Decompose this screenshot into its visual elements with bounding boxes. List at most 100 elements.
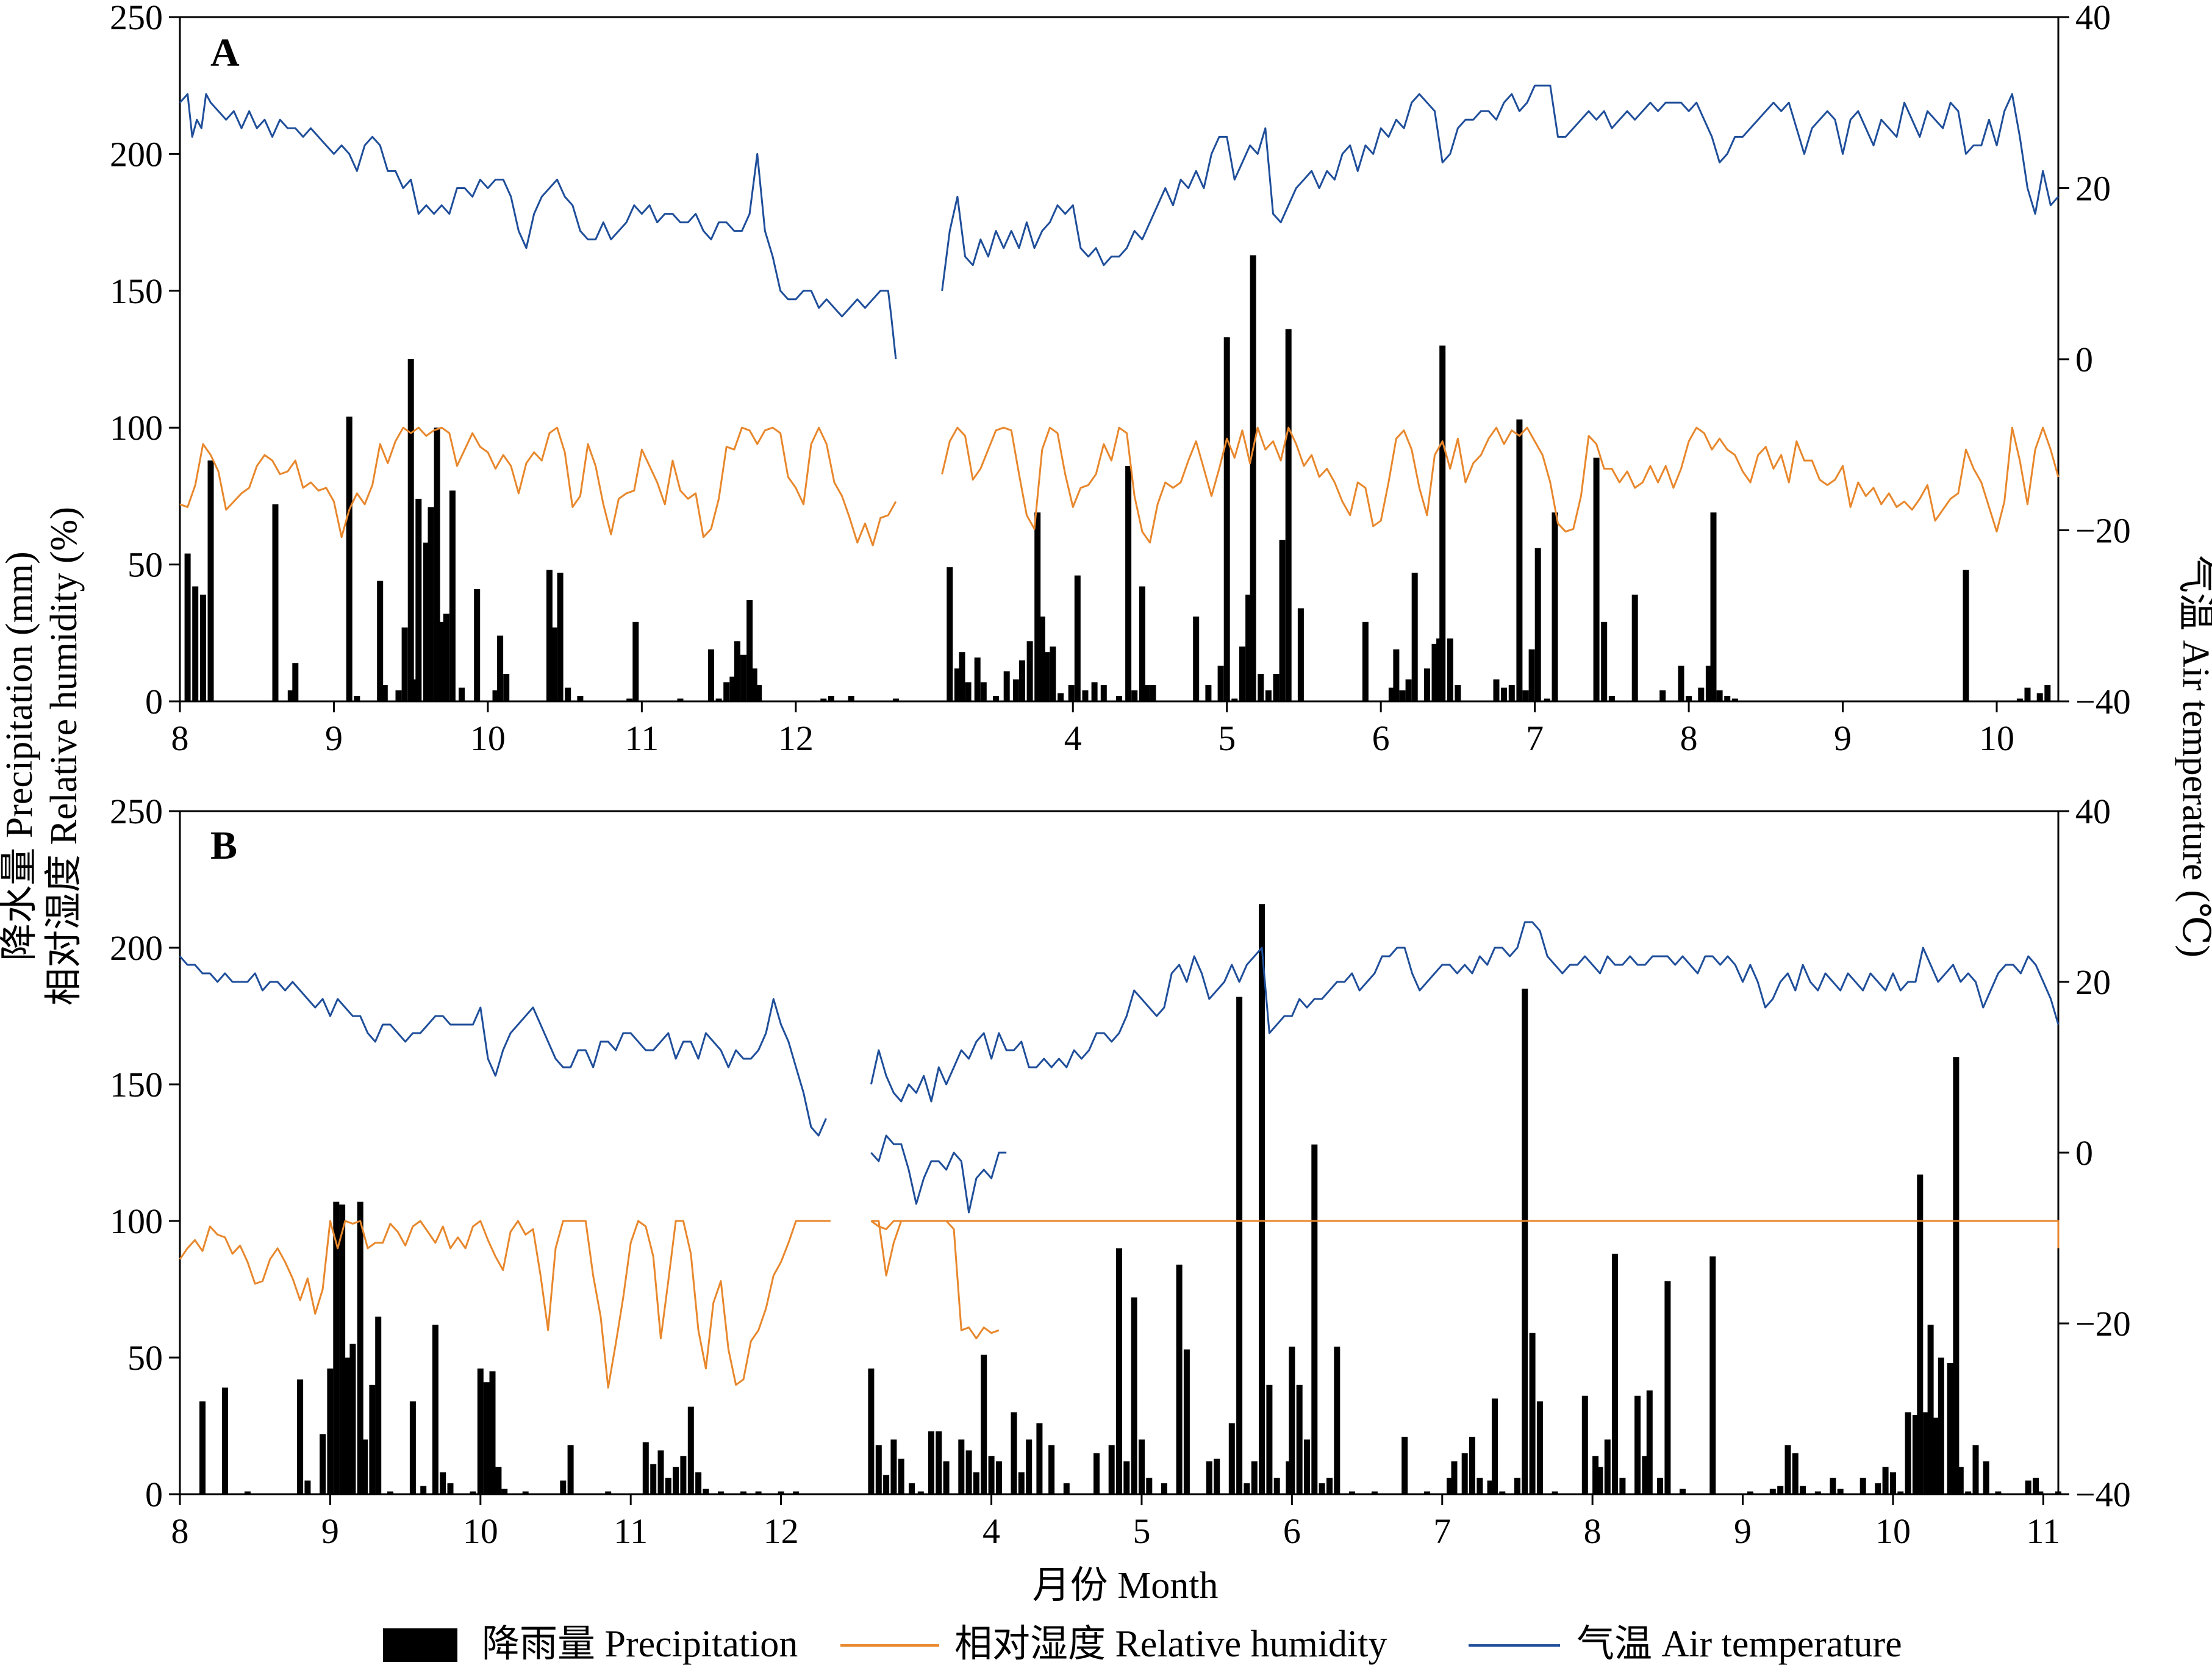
panel-a-plot-frame [179, 16, 2060, 703]
precipitation-bar [477, 1368, 484, 1494]
precipitation-bar [1680, 1489, 1686, 1494]
precipitation-bar [1311, 1144, 1318, 1494]
precipitation-bar [1250, 255, 1256, 701]
precipitation-bar [1205, 685, 1212, 701]
precipitation-bar [354, 696, 360, 701]
precipitation-bar [495, 1467, 502, 1494]
precipitation-bar [489, 1371, 496, 1494]
precipitation-bar [1439, 345, 1446, 701]
right-tick-label: −20 [2075, 511, 2131, 551]
precipitation-bar [474, 589, 481, 701]
humidity-line [179, 426, 897, 546]
precipitation-bar [936, 1431, 942, 1494]
x-tick-label: 9 [1734, 1511, 1752, 1551]
precipitation-bar [1091, 682, 1098, 701]
precipitation-bar [723, 682, 730, 701]
precipitation-bar [1859, 1478, 1866, 1494]
precipitation-bar [1326, 1478, 1333, 1494]
precipitation-bar [1508, 685, 1515, 701]
left-tick-label: 50 [127, 545, 163, 585]
precipitation-bar [497, 635, 504, 701]
precipitation-bar [947, 567, 953, 701]
x-tick-label: 9 [1834, 718, 1852, 758]
precipitation-bar [665, 1478, 671, 1494]
left-tick-label: 200 [110, 134, 163, 174]
precipitation-bar [423, 542, 429, 701]
precipitation-bar [327, 1368, 334, 1494]
x-tick-label: 8 [171, 1511, 189, 1551]
precipitation-bar [828, 696, 834, 701]
precipitation-bar [973, 1472, 979, 1494]
x-tick-label: 10 [463, 1511, 498, 1551]
x-tick-label: 7 [1433, 1511, 1451, 1551]
right-tick-label: −40 [2075, 682, 2131, 721]
precipitation-bar [565, 687, 571, 701]
precipitation-bar [1405, 679, 1412, 701]
left-tick-label: 250 [110, 792, 163, 831]
legend-humidity-label: 相对湿度 Relative humidity [954, 1623, 1387, 1665]
precipitation-bar [1100, 685, 1107, 701]
precipitation-bar [1399, 690, 1406, 701]
precipitation-bar [357, 1201, 363, 1494]
precipitation-bar [995, 1461, 1002, 1494]
temperature-line [870, 921, 2060, 1103]
precipitation-bar [1206, 1461, 1212, 1494]
precipitation-bar [1183, 1349, 1190, 1494]
precipitation-bar [1131, 690, 1138, 701]
precipitation-bar [1447, 638, 1453, 701]
precipitation-bar [1371, 1491, 1378, 1494]
precipitation-bar [304, 1480, 311, 1494]
precipitation-bar [1116, 696, 1122, 701]
temperature-line [179, 93, 897, 360]
precipitation-bar [551, 627, 557, 701]
precipitation-bar [447, 1483, 454, 1494]
right-tick-label: −20 [2075, 1304, 2131, 1344]
precipitation-bar [1193, 616, 1200, 701]
precipitation-bar [2055, 1491, 2061, 1494]
precipitation-bar [1063, 1483, 1070, 1494]
precipitation-bar [943, 1461, 950, 1494]
precipitation-bar [377, 581, 384, 701]
precipitation-bar [1362, 621, 1369, 701]
precipitation-bar [346, 417, 353, 701]
precipitation-bar [1619, 1478, 1626, 1494]
precipitation-bar [1304, 1439, 1310, 1494]
panel-a-precipitation-bars [184, 255, 2051, 701]
precipitation-bar [1259, 904, 1265, 1494]
right-tick-label: 20 [2075, 962, 2111, 1002]
precipitation-bar [1289, 1347, 1295, 1494]
precipitation-bar [959, 652, 965, 701]
panel-a-left-axis-ticks: 0 50 100 150 200 250 [110, 0, 180, 721]
humidity-line [871, 1220, 1000, 1340]
precipitation-bar [650, 1464, 657, 1494]
precipitation-bar [503, 674, 510, 701]
x-tick-label: 10 [1979, 718, 2014, 758]
x-axis-title: 月份 Month [1033, 1565, 1219, 1606]
precipitation-bar [1528, 649, 1535, 701]
precipitation-bar [703, 1489, 709, 1494]
panel-b-letter: B [210, 823, 237, 868]
x-tick-label: 11 [614, 1511, 648, 1551]
panel-a-temperature-lines [179, 84, 2060, 360]
precipitation-bar [1953, 1057, 1960, 1494]
precipitation-bar [1631, 595, 1638, 701]
precipitation-bar [1923, 1412, 1930, 1494]
precipitation-bar [778, 1491, 784, 1494]
precipitation-bar [459, 687, 465, 701]
precipitation-bar [1917, 1174, 1924, 1494]
precipitation-bar [680, 1456, 687, 1494]
precipitation-bar [1604, 1439, 1611, 1494]
precipitation-bar [1273, 674, 1280, 701]
precipitation-bar [1487, 1480, 1494, 1494]
precipitation-bar [687, 1406, 694, 1494]
precipitation-bar [1236, 997, 1243, 1494]
precipitation-bar [1258, 674, 1264, 701]
precipitation-bar [1552, 512, 1558, 701]
legend-precipitation-label: 降雨量 Precipitation [482, 1623, 798, 1665]
precipitation-bar [1019, 660, 1025, 701]
left-tick-label: 100 [110, 1201, 163, 1241]
precipitation-bar [184, 553, 191, 701]
precipitation-bar [381, 685, 388, 701]
precipitation-bar [974, 657, 981, 701]
precipitation-bar [362, 1439, 368, 1494]
